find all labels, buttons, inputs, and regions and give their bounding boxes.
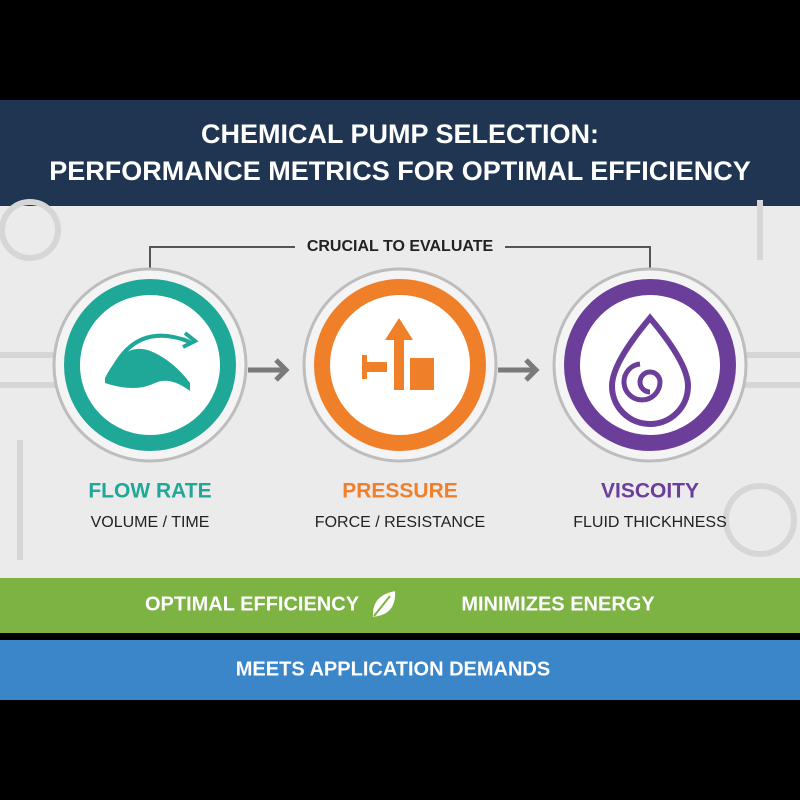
banner-text: OPTIMAL EFFICIENCY	[145, 593, 360, 615]
metric-description: VOLUME / TIME	[91, 514, 210, 531]
background-pipes	[0, 199, 800, 560]
blue-band	[0, 640, 800, 700]
metric-name: VISCOITY	[601, 480, 699, 503]
header-band	[0, 100, 800, 206]
metric-name: FLOW RATE	[88, 480, 211, 503]
metric-name: PRESSURE	[342, 480, 458, 503]
arrow	[248, 358, 540, 382]
metric-icon	[52, 267, 248, 463]
banner-text: MINIMIZES ENERGY	[461, 593, 655, 615]
metric-icon	[302, 267, 498, 463]
title-line: CHEMICAL PUMP SELECTION:	[201, 119, 599, 149]
leaf-icon	[370, 588, 398, 620]
metric-description: FORCE / RESISTANCE	[315, 514, 485, 531]
green-band	[0, 578, 800, 633]
metric-description: FLUID THICKHNESS	[573, 514, 727, 531]
bracket-label: CRUCIAL TO EVALUATE	[307, 238, 494, 255]
banner-text: MEETS APPLICATION DEMANDS	[236, 658, 550, 680]
bracket	[149, 246, 651, 268]
title-line: PERFORMANCE METRICS FOR OPTIMAL EFFICIEN…	[49, 156, 751, 186]
metric-icon	[552, 267, 748, 463]
